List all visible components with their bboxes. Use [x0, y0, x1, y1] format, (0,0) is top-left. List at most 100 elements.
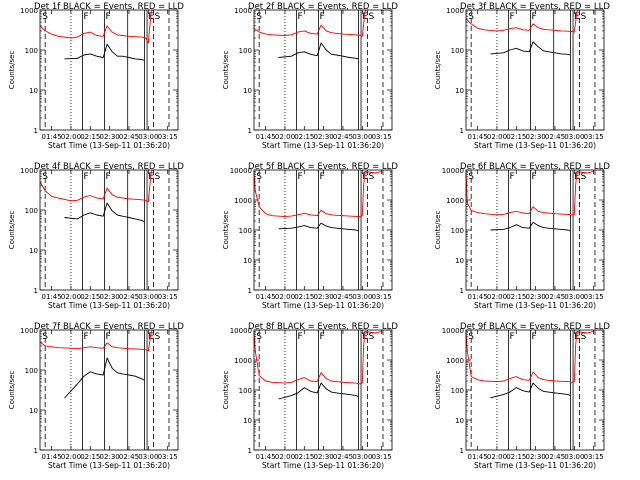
event-marker-label: S: [42, 12, 48, 22]
x-tick-label: 02:00: [487, 133, 507, 141]
x-tick-label: 02:30: [100, 453, 120, 461]
x-tick-label: 01:45: [468, 293, 488, 301]
y-tick-label: 10: [455, 87, 464, 95]
y-tick-label: 1: [248, 127, 252, 135]
event-marker-label: S: [256, 332, 262, 342]
y-axis-label: Counts/sec: [8, 371, 16, 410]
y-tick-label: 1000: [234, 197, 252, 205]
x-tick-label: 02:15: [80, 293, 100, 301]
event-marker-label: F: [510, 172, 515, 182]
chart-title: Det 3f BLACK = Events, RED = LLD: [460, 2, 610, 12]
chart-title: Det 9f BLACK = Events, RED = LLD: [460, 322, 610, 332]
event-marker-label: E: [148, 332, 154, 342]
x-tick-label: 02:15: [294, 133, 314, 141]
chart-panel-6: Det 6f BLACK = Events, RED = LLD 1 10 100 10…: [434, 162, 610, 310]
series-line-events: [278, 42, 359, 60]
x-tick-label: 03:00: [138, 293, 158, 301]
x-tick-label: 02:30: [526, 133, 546, 141]
x-axis-label: Start Time (13-Sep-11 01:36:20): [262, 461, 384, 470]
x-tick-label: 03:00: [138, 453, 158, 461]
y-axis-label: Counts/sec: [8, 51, 16, 90]
plot-frame: [465, 329, 605, 451]
plot-frame: [39, 329, 179, 451]
y-tick-label: 10000: [230, 327, 252, 335]
event-marker-label: S: [580, 172, 586, 182]
event-marker-label: F: [319, 12, 324, 22]
x-axis-label: Start Time (13-Sep-11 01:36:20): [262, 141, 384, 150]
x-tick-label: 02:00: [275, 293, 295, 301]
y-tick-label: 100: [451, 387, 464, 395]
y-tick-label: 1: [248, 447, 252, 455]
plot-frame: [253, 9, 393, 131]
x-tick-label: 02:45: [119, 133, 139, 141]
x-tick-label: 02:30: [100, 133, 120, 141]
chart-panel-9: Det 9f BLACK = Events, RED = LLD 1 10 100 10…: [434, 322, 610, 470]
event-marker-label: S: [468, 172, 474, 182]
y-axis-label: Counts/sec: [434, 371, 442, 410]
x-axis-label: Start Time (13-Sep-11 01:36:20): [474, 461, 596, 470]
event-marker-label: S: [468, 12, 474, 22]
chart-panel-8: Det 8f BLACK = Events, RED = LLD 1 10 100 10…: [222, 322, 398, 470]
y-axis-label: Counts/sec: [222, 371, 230, 410]
x-tick-label: 02:00: [275, 133, 295, 141]
plot-frame: [253, 169, 393, 291]
y-tick-label: 10000: [442, 327, 464, 335]
series-line-events: [64, 202, 145, 223]
y-tick-label: 10: [29, 407, 38, 415]
x-tick-label: 02:15: [506, 453, 526, 461]
x-tick-label: 02:45: [119, 293, 139, 301]
plot-frame: [39, 9, 179, 131]
x-axis-label: Start Time (13-Sep-11 01:36:20): [48, 461, 170, 470]
series-line-events: [278, 382, 359, 400]
chart-panel-4: Det 4f BLACK = Events, RED = LLD 1 10 100 10…: [8, 162, 184, 310]
x-tick-label: 03:15: [158, 453, 178, 461]
y-tick-label: 1000: [234, 357, 252, 365]
event-marker-label: E: [574, 332, 580, 342]
y-tick-label: 1000: [446, 357, 464, 365]
y-tick-label: 10: [455, 417, 464, 425]
y-tick-label: 10: [243, 417, 252, 425]
event-marker-label: F: [298, 172, 303, 182]
x-axis-label: Start Time (13-Sep-11 01:36:20): [474, 301, 596, 310]
y-tick-label: 1000: [20, 327, 38, 335]
event-marker-label: F: [298, 12, 303, 22]
series-line-events: [490, 221, 571, 232]
y-tick-label: 100: [25, 367, 38, 375]
x-tick-label: 02:00: [275, 453, 295, 461]
chart-title: Det 6f BLACK = Events, RED = LLD: [460, 162, 610, 172]
x-axis-label: Start Time (13-Sep-11 01:36:20): [474, 141, 596, 150]
y-tick-label: 1: [460, 447, 464, 455]
x-axis-label: Start Time (13-Sep-11 01:36:20): [48, 141, 170, 150]
series-line-events: [490, 382, 571, 399]
x-tick-label: 02:15: [506, 293, 526, 301]
series-line-events: [64, 357, 145, 399]
y-axis-label: Counts/sec: [434, 211, 442, 250]
chart-panel-1: Det 1f BLACK = Events, RED = LLD 1 10 100 10…: [8, 2, 184, 150]
x-tick-label: 02:30: [314, 453, 334, 461]
event-marker-label: E: [574, 172, 580, 182]
event-marker-label: S: [256, 172, 262, 182]
event-marker-label: S: [368, 332, 374, 342]
y-tick-label: 10: [243, 257, 252, 265]
event-marker-label: S: [154, 172, 160, 182]
series-line-lld: [39, 329, 153, 352]
event-marker-label: S: [42, 332, 48, 342]
y-tick-label: 1: [248, 287, 252, 295]
x-tick-label: 02:15: [80, 133, 100, 141]
series-line-lld: [253, 9, 367, 37]
x-tick-label: 02:00: [61, 133, 81, 141]
x-tick-label: 02:30: [526, 293, 546, 301]
chart-title: Det 8f BLACK = Events, RED = LLD: [248, 322, 398, 332]
chart-title: Det 4f BLACK = Events, RED = LLD: [34, 162, 184, 172]
event-marker-label: F: [531, 172, 536, 182]
x-tick-label: 03:15: [372, 133, 392, 141]
series-line-lld: [253, 330, 382, 385]
event-marker-label: F: [105, 172, 110, 182]
x-tick-label: 01:45: [42, 453, 62, 461]
series-line-lld: [39, 169, 153, 203]
event-marker-label: F: [105, 332, 110, 342]
x-tick-label: 03:00: [352, 453, 372, 461]
x-tick-label: 03:00: [352, 293, 372, 301]
chart-panel-5: Det 5f BLACK = Events, RED = LLD 1 10 100 10…: [222, 162, 398, 310]
x-tick-label: 02:45: [333, 133, 353, 141]
